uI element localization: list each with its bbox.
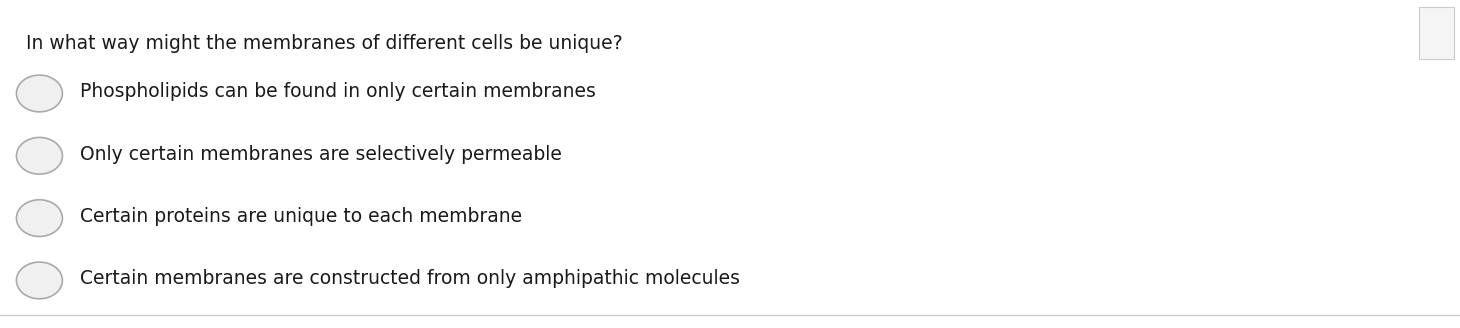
Text: Certain proteins are unique to each membrane: Certain proteins are unique to each memb… bbox=[80, 207, 523, 226]
Text: Certain membranes are constructed from only amphipathic molecules: Certain membranes are constructed from o… bbox=[80, 269, 740, 288]
Text: Only certain membranes are selectively permeable: Only certain membranes are selectively p… bbox=[80, 145, 562, 164]
Ellipse shape bbox=[16, 262, 63, 299]
Text: In what way might the membranes of different cells be unique?: In what way might the membranes of diffe… bbox=[26, 34, 623, 53]
Ellipse shape bbox=[16, 75, 63, 112]
Ellipse shape bbox=[16, 137, 63, 174]
FancyBboxPatch shape bbox=[1419, 7, 1454, 59]
Ellipse shape bbox=[16, 200, 63, 236]
Text: Phospholipids can be found in only certain membranes: Phospholipids can be found in only certa… bbox=[80, 82, 596, 101]
